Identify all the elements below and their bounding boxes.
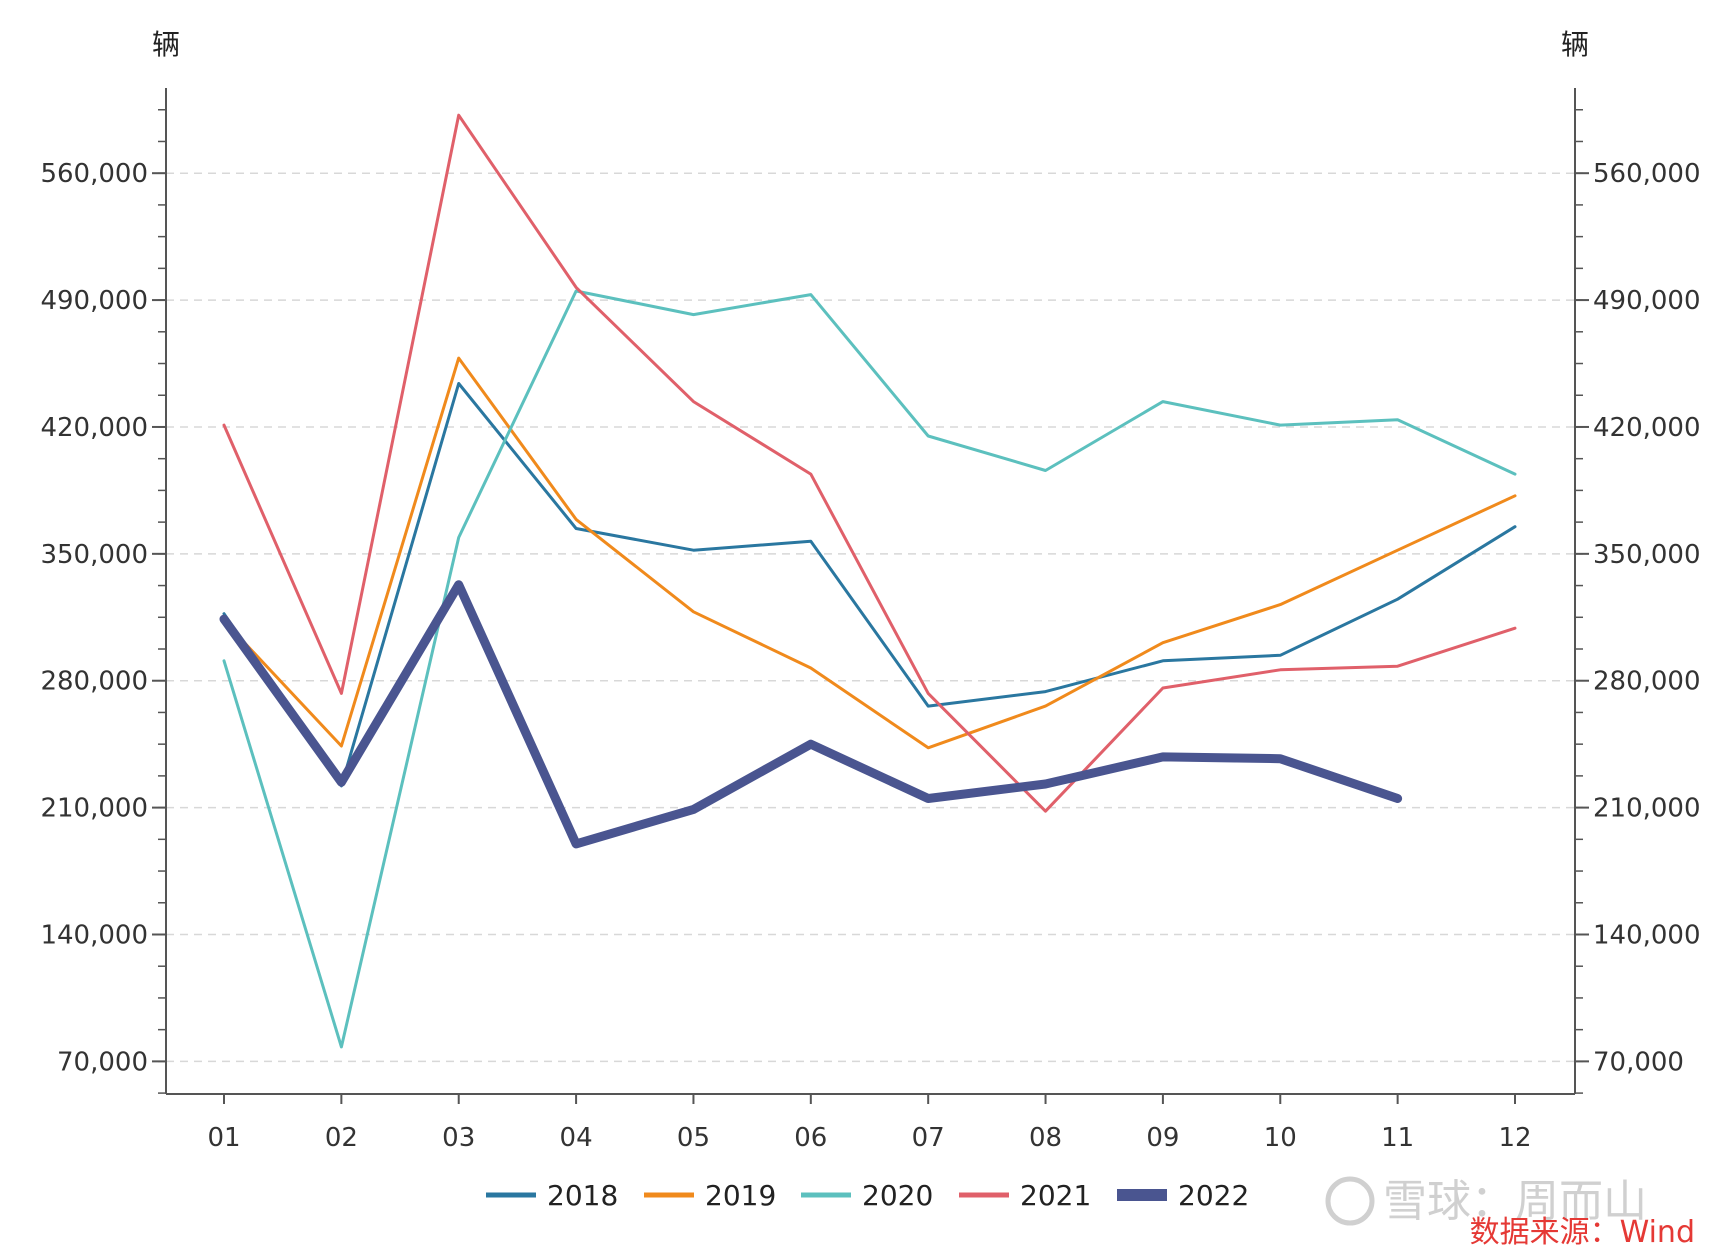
left-y-tick-label: 560,000 [40,159,148,189]
legend-label-2018: 2018 [547,1179,618,1212]
left-y-unit-label: 辆 [152,28,180,61]
legend-label-2020: 2020 [862,1179,933,1212]
right-y-tick-label: 70,000 [1593,1047,1684,1077]
right-y-unit-label: 辆 [1561,28,1589,61]
series-line-2022 [219,580,1403,849]
series-lines [219,113,1517,1049]
legend-label-2022: 2022 [1178,1179,1249,1212]
left-y-tick-label: 420,000 [40,413,148,443]
legend-label-2021: 2021 [1020,1179,1091,1212]
left-y-tick-label: 210,000 [40,794,148,824]
left-y-tick-label: 280,000 [40,667,148,697]
right-y-tick-label: 350,000 [1593,540,1701,570]
watermark: 雪球：周而山 [1325,1176,1647,1227]
x-tick-label: 01 [207,1123,240,1153]
x-tick-label: 12 [1498,1123,1531,1153]
x-tick-label: 10 [1264,1123,1297,1153]
right-y-tick-label: 560,000 [1593,159,1701,189]
left-y-tick-label: 350,000 [40,540,148,570]
x-tick-label: 04 [560,1123,593,1153]
series-line-2019 [222,356,1517,750]
x-tick-label: 02 [325,1123,358,1153]
legend-label-2019: 2019 [705,1179,776,1212]
right-y-tick-label: 210,000 [1593,794,1701,824]
axes [165,88,1576,1095]
x-tick-label: 05 [677,1123,710,1153]
series-line-2021 [222,113,1517,813]
series-line-2018 [222,382,1517,788]
left-y-tick-label: 140,000 [40,920,148,950]
x-tick-label: 11 [1381,1123,1414,1153]
watermark-text: 雪球：周而山 [1383,1176,1647,1227]
left-y-tick-label: 490,000 [40,286,148,316]
x-tick-label: 06 [794,1123,827,1153]
right-y-tick-label: 490,000 [1593,286,1701,316]
right-y-tick-label: 420,000 [1593,413,1701,443]
tick-labels: 70,000 70,000 140,000 140,000 210,000 210,000… [40,159,1700,1153]
x-tick-label: 07 [912,1123,945,1153]
watermark-logo-icon [1325,1176,1375,1226]
source-label: 数据来源：Wind [1470,1215,1695,1250]
grid-lines [166,172,1575,1063]
right-y-tick-label: 280,000 [1593,667,1701,697]
x-tick-label: 09 [1146,1123,1179,1153]
axis-ticks [152,109,1589,1104]
left-y-tick-label: 70,000 [57,1047,148,1077]
x-tick-label: 08 [1029,1123,1062,1153]
x-tick-label: 03 [442,1123,475,1153]
right-y-tick-label: 140,000 [1593,920,1701,950]
legend: 2018 2019 2020 2021 2022 [486,1179,1249,1212]
